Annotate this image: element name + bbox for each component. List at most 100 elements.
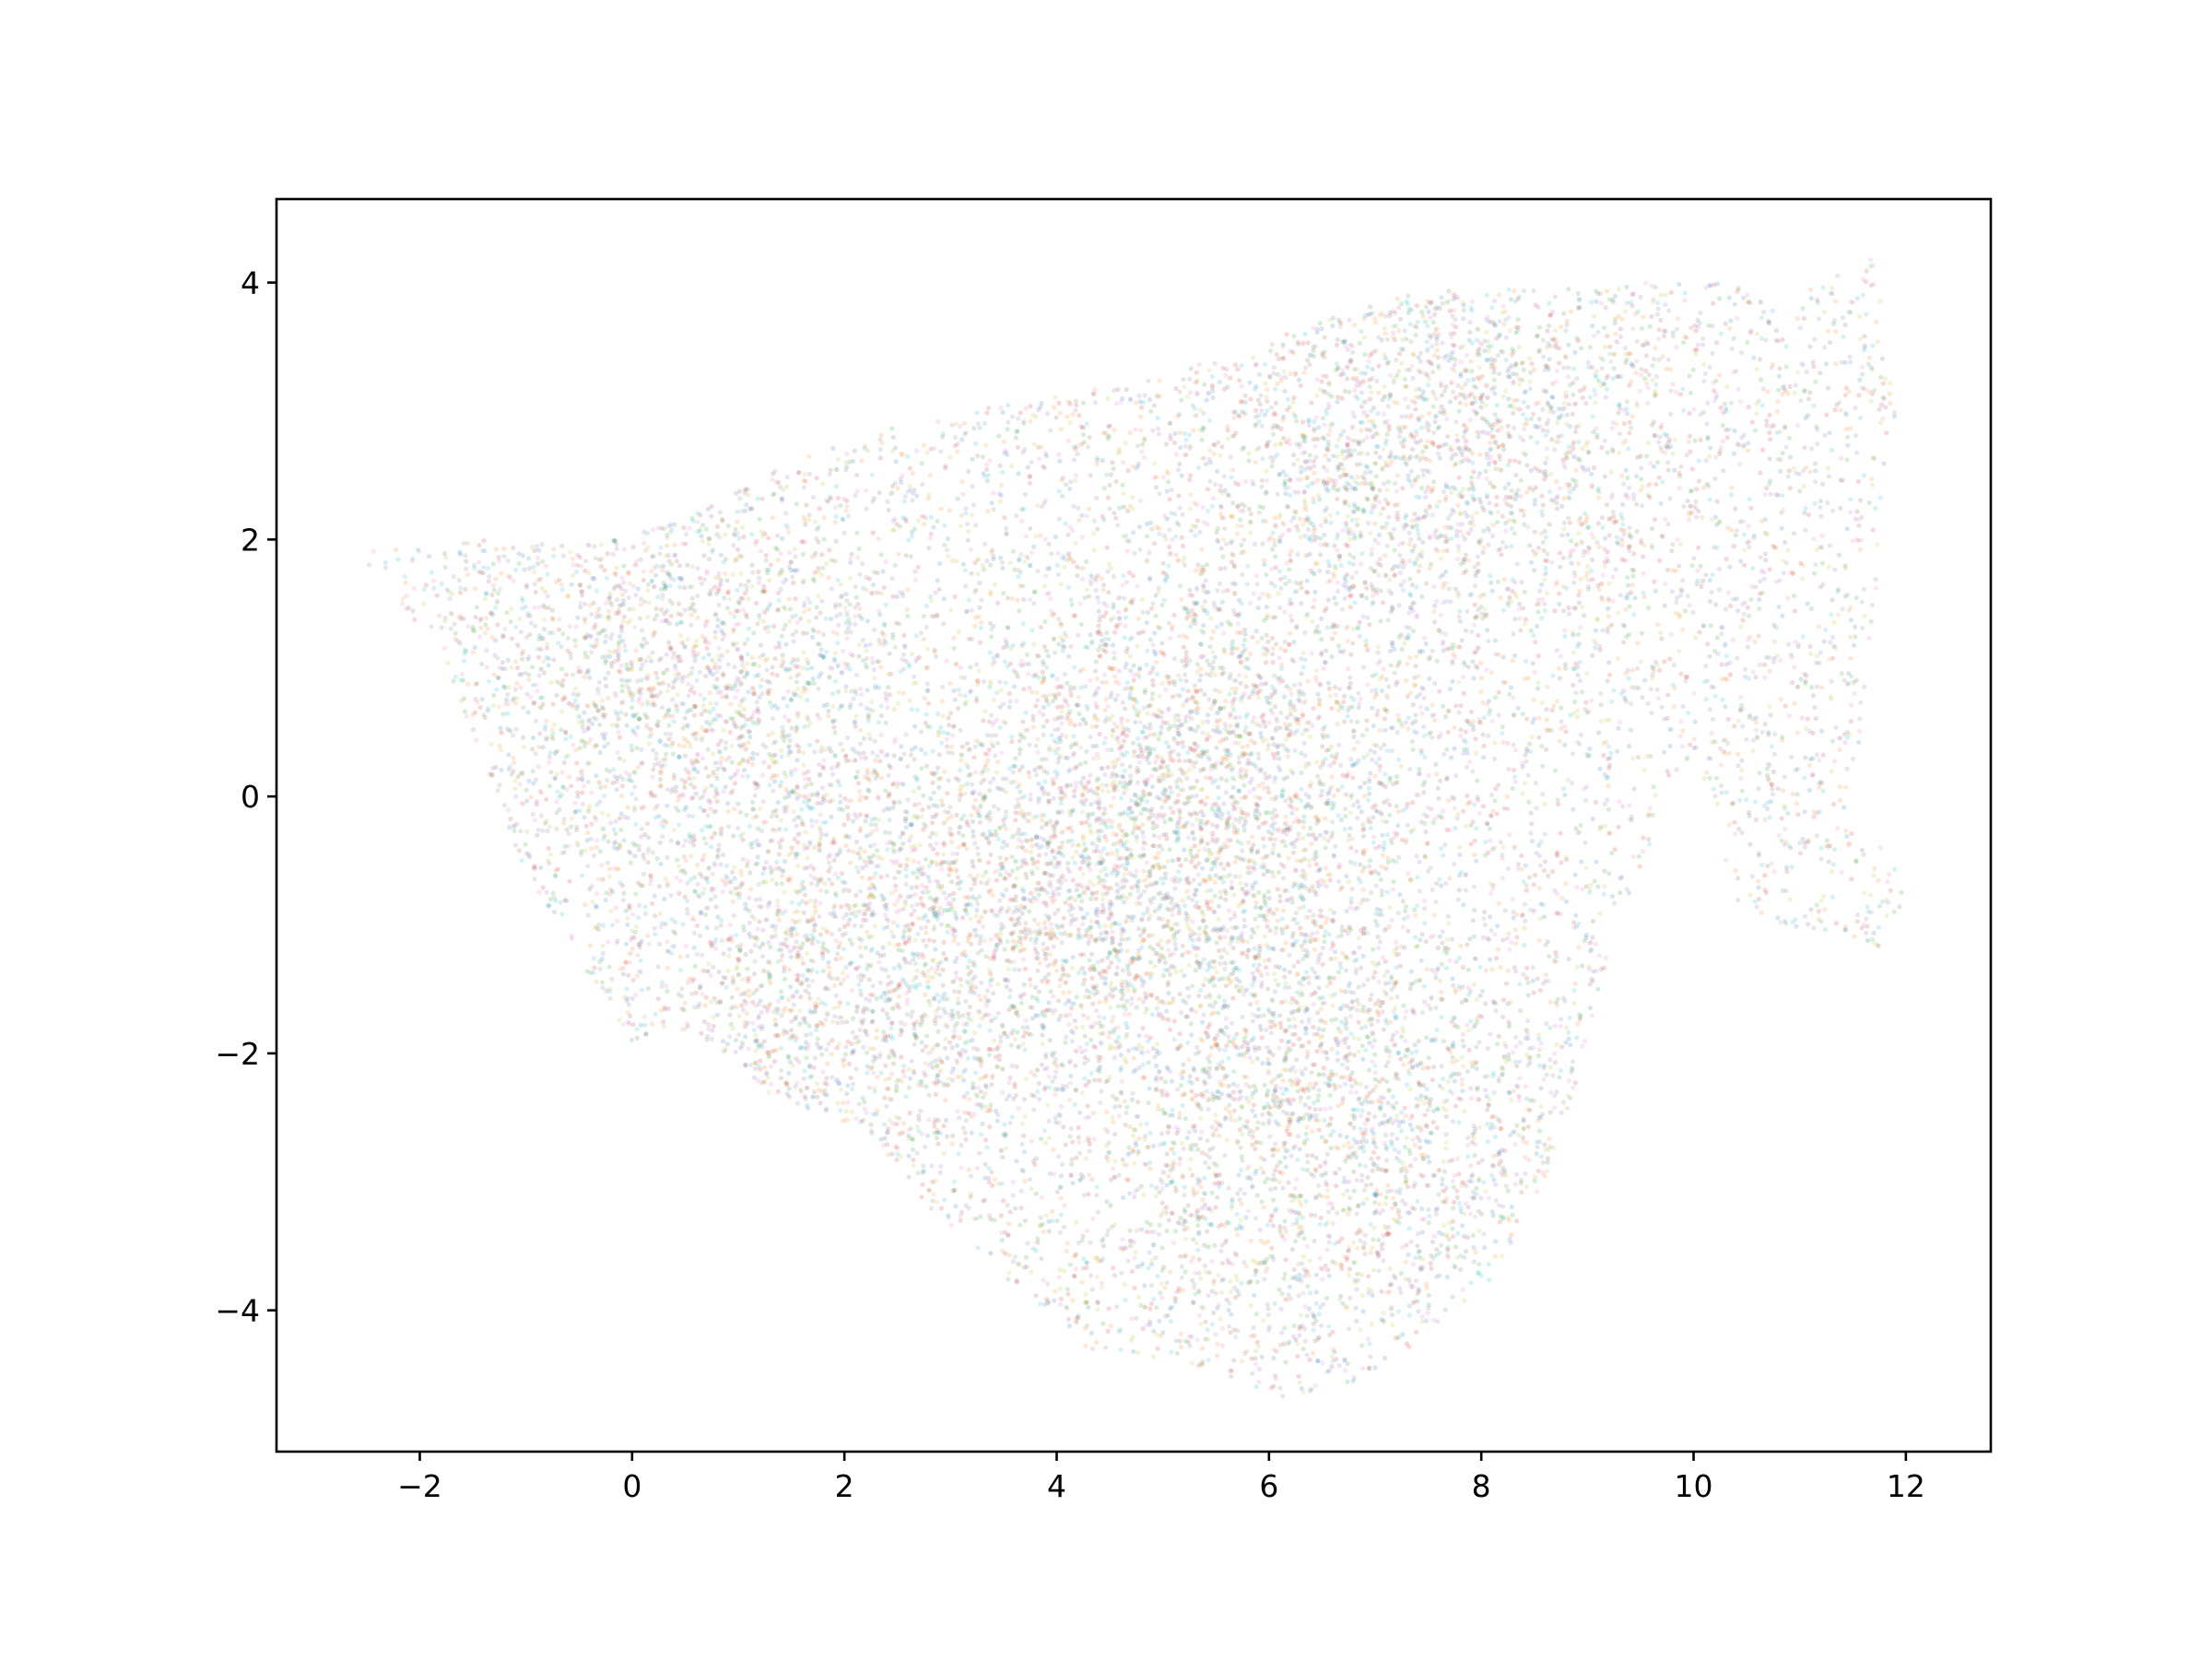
scatter-point [1219,444,1225,450]
scatter-point [1600,628,1606,633]
scatter-point [1332,1241,1338,1246]
scatter-point [579,589,584,594]
scatter-point [1091,756,1097,761]
scatter-point [725,591,731,596]
scatter-point [1210,1132,1216,1137]
scatter-point [720,877,725,883]
scatter-point [1639,372,1644,378]
scatter-point [741,924,747,930]
scatter-point [1349,886,1355,892]
scatter-point [1095,959,1100,965]
scatter-point [1829,869,1835,875]
scatter-point [543,820,548,826]
scatter-point [1370,1059,1375,1065]
scatter-point [1857,377,1863,382]
scatter-point [1306,761,1312,767]
scatter-point [668,838,674,843]
scatter-point [838,582,843,587]
scatter-point [1392,336,1397,343]
scatter-point [572,800,578,806]
scatter-point [1455,502,1461,509]
scatter-point [1454,816,1460,821]
scatter-point [954,559,959,564]
scatter-point [585,654,591,660]
scatter-point [1481,755,1487,760]
scatter-point [1157,531,1162,536]
scatter-point [853,749,859,755]
scatter-point [1555,797,1560,803]
scatter-point [1521,606,1526,611]
scatter-point [1551,703,1557,709]
scatter-point [1829,678,1834,684]
scatter-point [1489,427,1495,432]
scatter-point [1445,729,1451,735]
scatter-point [934,860,939,865]
scatter-point [1708,623,1713,629]
scatter-point [954,974,959,981]
scatter-point [984,1145,990,1150]
scatter-point [1165,1312,1171,1318]
scatter-point [1286,1180,1291,1185]
scatter-point [745,652,751,657]
scatter-point [1524,658,1529,665]
scatter-point [1034,772,1040,778]
scatter-point [824,888,830,895]
scatter-point [1218,960,1223,967]
scatter-point [1053,534,1058,540]
scatter-point [1422,1112,1428,1118]
scatter-point [1580,689,1585,695]
scatter-point [820,1069,826,1075]
scatter-point [1317,568,1323,574]
scatter-point [802,1068,807,1074]
scatter-point [1502,908,1508,913]
scatter-point [899,1054,904,1060]
scatter-point [559,912,565,917]
scatter-point [1596,495,1602,500]
scatter-point [805,855,810,861]
scatter-point [1287,952,1292,958]
scatter-point [779,747,784,754]
scatter-point [984,558,990,564]
scatter-point [734,1004,739,1010]
scatter-point [1376,960,1382,966]
scatter-point [1262,771,1268,776]
scatter-point [1656,327,1662,333]
scatter-point [699,534,704,539]
scatter-point [981,718,986,724]
scatter-point [1414,615,1419,620]
scatter-point [591,970,596,975]
scatter-point [757,516,762,522]
scatter-point [1347,1272,1352,1278]
scatter-point [1254,924,1261,930]
scatter-point [1190,919,1195,924]
scatter-point [1061,990,1066,995]
scatter-point [1857,415,1864,420]
scatter-point [1275,371,1280,377]
scatter-point [1549,559,1555,565]
scatter-point [1654,687,1660,692]
scatter-point [641,1014,648,1019]
scatter-point [621,580,627,585]
scatter-point [1058,1104,1065,1110]
scatter-point [531,700,536,706]
scatter-point [845,1001,851,1006]
scatter-point [716,842,722,848]
scatter-point [998,1034,1004,1040]
scatter-point [1230,1089,1236,1095]
scatter-point [1617,403,1622,408]
scatter-point [1762,551,1768,557]
scatter-point [1811,814,1817,819]
scatter-point [1198,987,1204,994]
scatter-point [1742,674,1747,679]
scatter-point [1277,538,1282,544]
scatter-point [1053,911,1058,917]
scatter-point [1174,452,1180,457]
scatter-point [1206,1165,1212,1171]
scatter-point [1590,485,1595,490]
scatter-point [1471,982,1477,987]
scatter-point [853,892,859,899]
scatter-point [1500,607,1506,613]
scatter-point [1620,481,1627,487]
scatter-point [1320,961,1325,967]
scatter-point [1487,826,1493,831]
